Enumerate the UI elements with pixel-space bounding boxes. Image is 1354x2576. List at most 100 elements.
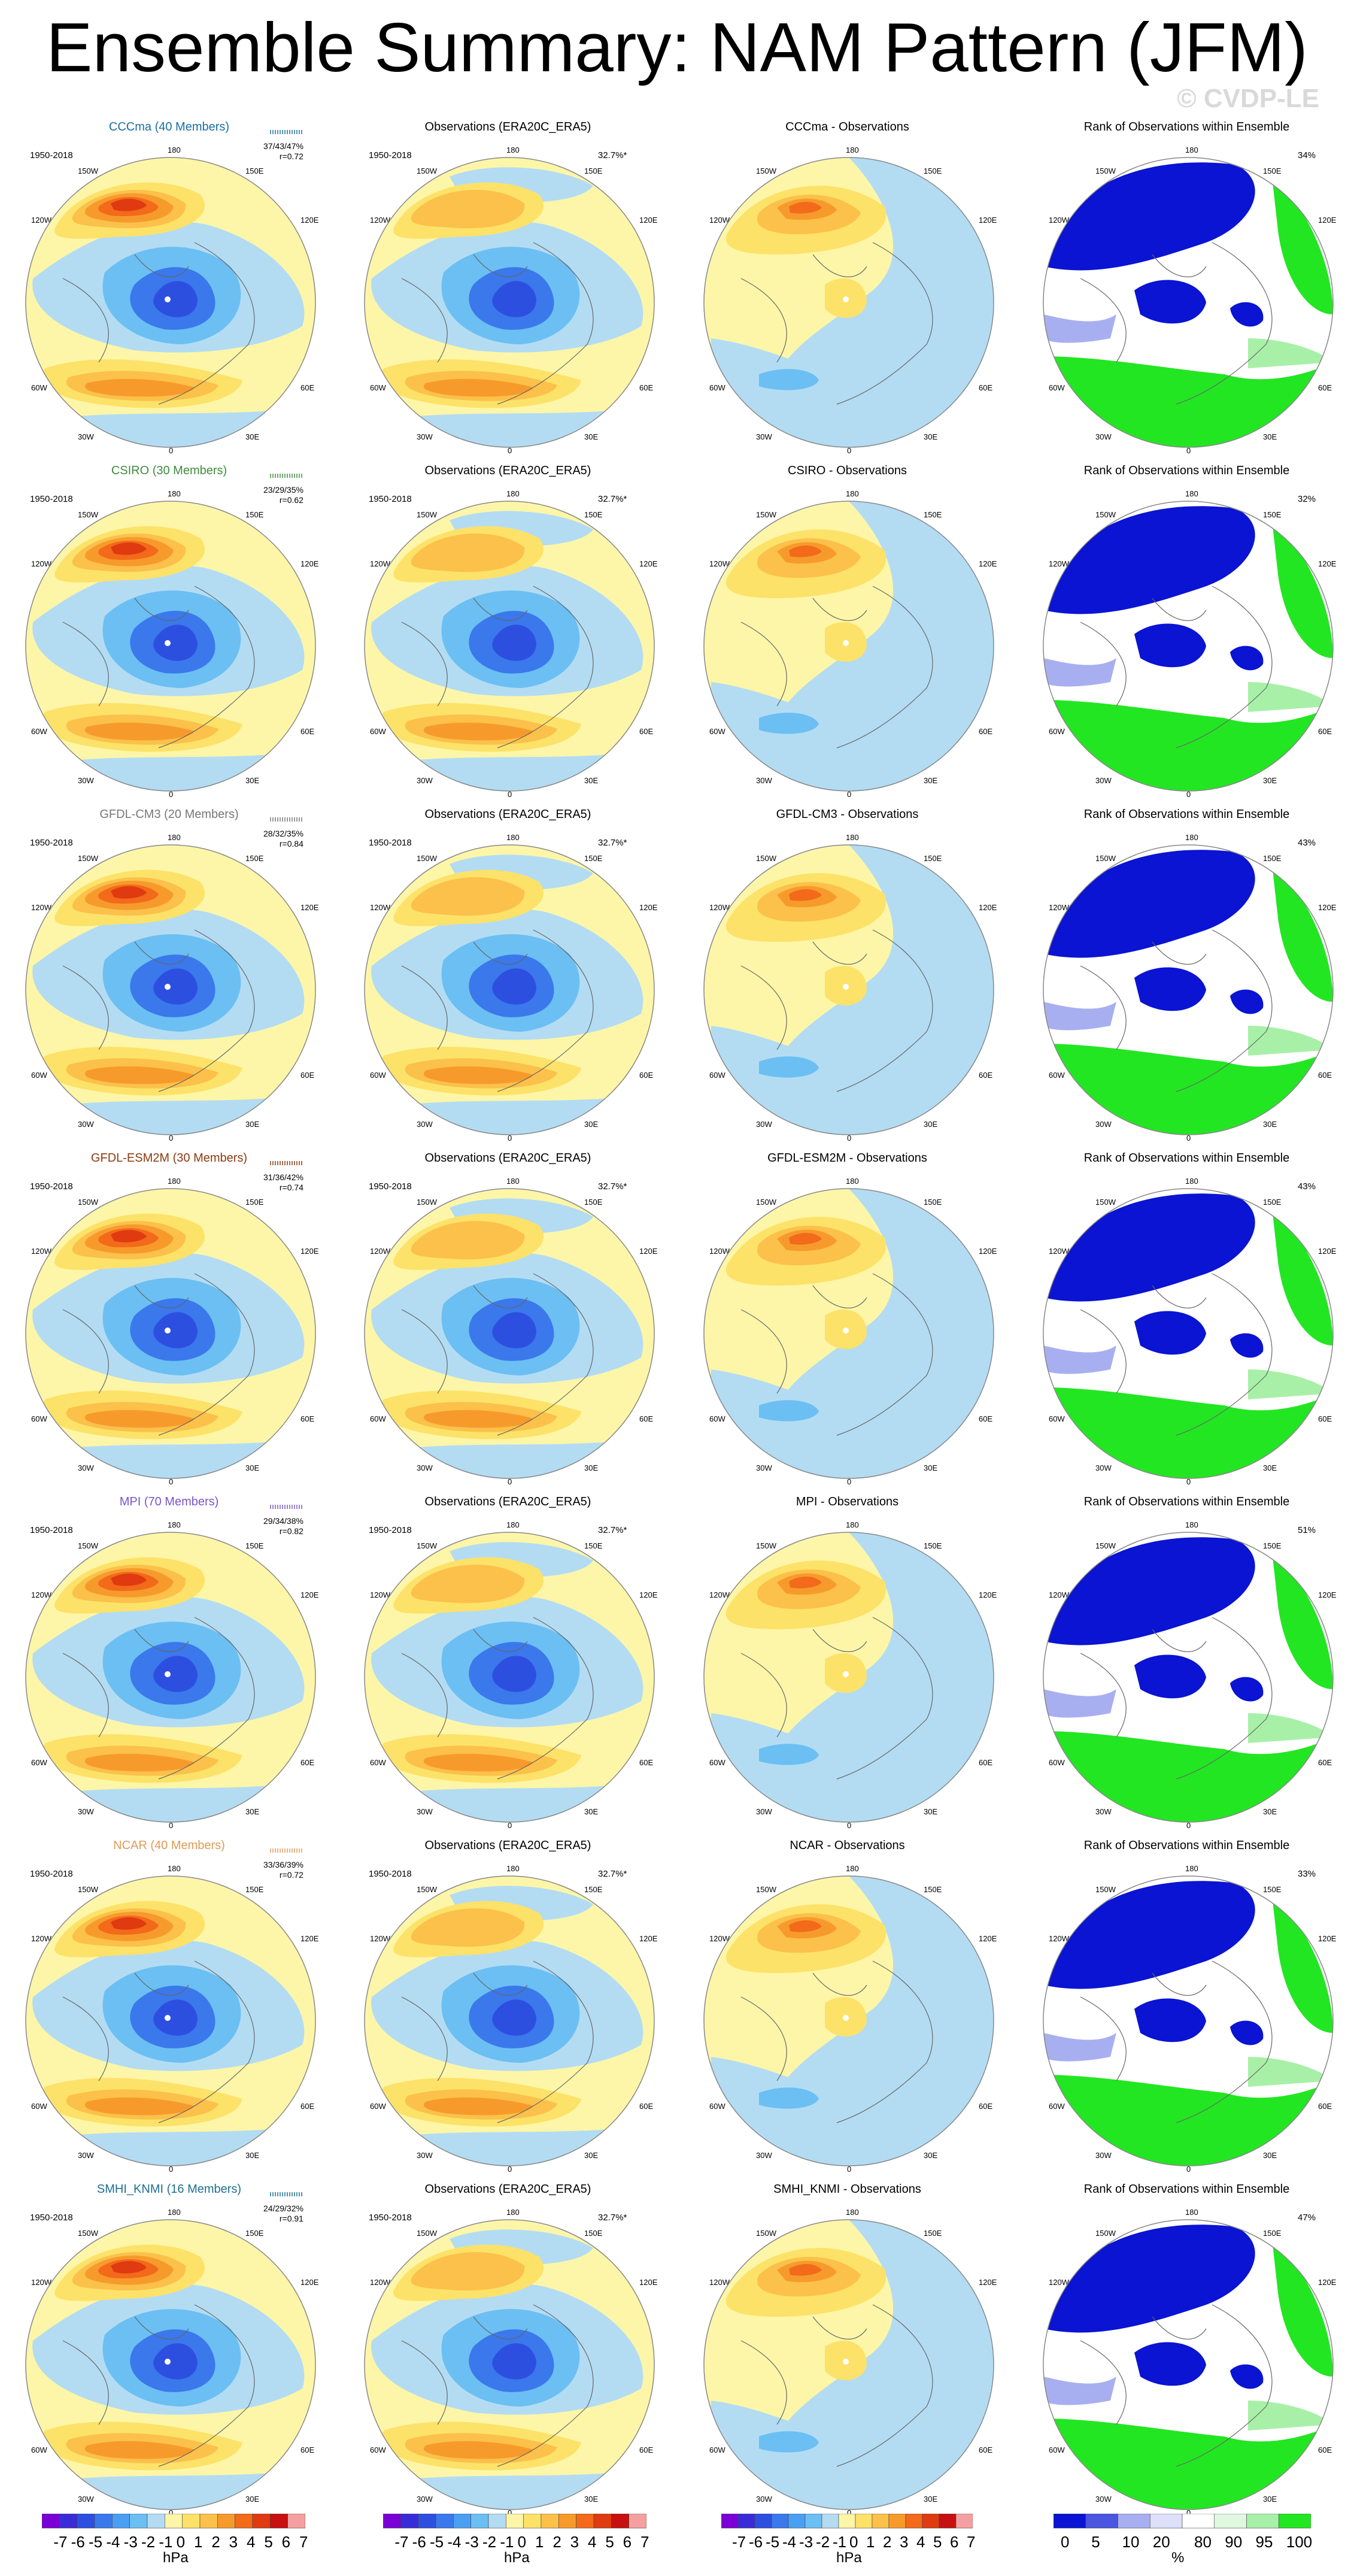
longitude-label: 30E bbox=[1263, 2495, 1277, 2504]
ensemble-spread: 23/29/35% r=0.62 bbox=[263, 485, 303, 505]
longitude-label: 120W bbox=[370, 2278, 390, 2287]
coastline bbox=[740, 929, 933, 1092]
negative-anomaly bbox=[51, 1098, 278, 1135]
period-label: 1950-2018 bbox=[369, 2213, 412, 2223]
colorbar-swatch bbox=[855, 2514, 873, 2529]
coastline bbox=[740, 2304, 933, 2467]
longitude-label: 0 bbox=[169, 2165, 174, 2174]
longitude-label: 60W bbox=[709, 2445, 725, 2454]
map-border bbox=[1043, 1875, 1334, 2166]
longitude-label: 120W bbox=[709, 1934, 730, 1943]
colorbar-tick-label: -5 bbox=[89, 2533, 103, 2551]
longitude-label: 30E bbox=[245, 2495, 260, 2504]
longitude-label: 0 bbox=[847, 2165, 852, 2174]
negative-anomaly bbox=[51, 1441, 278, 1478]
rank-high bbox=[1248, 2057, 1333, 2087]
map-border bbox=[25, 844, 316, 1135]
negative-anomaly bbox=[153, 968, 198, 1005]
positive-anomaly bbox=[411, 1221, 525, 1260]
longitude-label: 120E bbox=[979, 1247, 997, 1256]
pole-marker bbox=[843, 1328, 849, 1334]
map-panel: GFDL-ESM2M - Observations 180 150W 150E 120W… bbox=[678, 1151, 1016, 1495]
rank-low bbox=[1134, 967, 1206, 1011]
colorbar-swatch bbox=[287, 2514, 305, 2529]
longitude-label: 0 bbox=[169, 446, 174, 455]
rank-mid bbox=[1043, 2377, 1116, 2405]
longitude-label: 120E bbox=[1318, 559, 1337, 568]
longitude-label: 150E bbox=[924, 1198, 942, 1207]
longitude-label: 120W bbox=[370, 903, 390, 912]
longitude-label: 120E bbox=[1318, 1590, 1337, 1599]
longitude-label: 30W bbox=[78, 1463, 94, 1472]
longitude-label: 0 bbox=[1186, 1477, 1191, 1486]
longitude-label: 120E bbox=[979, 216, 997, 225]
longitude-label: 150E bbox=[924, 854, 942, 863]
colorbar-tick-label: 2 bbox=[552, 2533, 561, 2551]
rank-low bbox=[1134, 280, 1206, 324]
colorbar-swatch bbox=[94, 2514, 113, 2529]
panel-title: Observations (ERA20C_ERA5) bbox=[424, 1151, 591, 1165]
positive-anomaly bbox=[789, 1576, 822, 1589]
panel-title: Rank of Observations within Ensemble bbox=[1083, 2183, 1290, 2196]
longitude-label: 60W bbox=[31, 2445, 47, 2454]
colorbar-swatch bbox=[804, 2514, 822, 2529]
longitude-label: 120W bbox=[709, 903, 730, 912]
positive-anomaly bbox=[789, 545, 822, 557]
longitude-label: 150W bbox=[78, 2229, 98, 2238]
colorbar-tick-label: -2 bbox=[482, 2533, 497, 2551]
longitude-label: 60W bbox=[31, 727, 47, 736]
colorbar-swatch bbox=[488, 2514, 506, 2529]
polar-map bbox=[1043, 157, 1334, 448]
spread-whisker-icon bbox=[270, 474, 302, 478]
polar-map bbox=[364, 1875, 655, 2166]
colorbar-swatch bbox=[165, 2514, 183, 2529]
longitude-label: 30E bbox=[1263, 432, 1277, 441]
rank-low bbox=[1134, 2342, 1206, 2386]
longitude-label: 180 bbox=[1185, 2208, 1198, 2217]
longitude-label: 120W bbox=[709, 2278, 730, 2287]
longitude-label: 60W bbox=[31, 2102, 47, 2111]
longitude-label: 150E bbox=[1263, 166, 1282, 175]
longitude-label: 180 bbox=[846, 1177, 859, 1186]
coastline bbox=[401, 2304, 594, 2467]
longitude-label: 60W bbox=[1049, 2445, 1065, 2454]
ensemble-spread: 31/36/42% r=0.74 bbox=[263, 1172, 303, 1192]
longitude-label: 30E bbox=[1263, 1807, 1277, 1816]
positive-anomaly bbox=[84, 722, 195, 741]
coastline bbox=[740, 1273, 933, 1436]
colorbar-tick-label: -4 bbox=[782, 2533, 797, 2551]
longitude-label: 150W bbox=[1095, 1885, 1116, 1894]
longitude-label: 150W bbox=[756, 1198, 776, 1207]
period-label: 1950-2018 bbox=[369, 494, 412, 504]
longitude-label: 120W bbox=[709, 216, 730, 225]
polar-map bbox=[703, 1875, 994, 2166]
longitude-label: 180 bbox=[1185, 1520, 1198, 1529]
positive-anomaly bbox=[111, 2261, 147, 2274]
map-panel: NCAR (40 Members) 1950-2018 33/36/39% r=0.7… bbox=[0, 1838, 338, 2182]
longitude-label: 30W bbox=[78, 432, 94, 441]
map-border bbox=[25, 1532, 316, 1823]
colorbar-tick-label: -4 bbox=[106, 2533, 120, 2551]
colorbar-tick-label: 10 bbox=[1122, 2533, 1140, 2551]
longitude-label: 180 bbox=[846, 146, 859, 154]
colorbar-unit: hPa bbox=[504, 2550, 530, 2566]
rank-low bbox=[1230, 2364, 1264, 2389]
longitude-label: 60E bbox=[300, 383, 315, 392]
longitude-label: 120W bbox=[709, 1247, 730, 1256]
polar-map bbox=[1043, 501, 1334, 792]
negative-anomaly bbox=[492, 1312, 536, 1348]
longitude-label: 150E bbox=[245, 510, 264, 519]
longitude-label: 0 bbox=[169, 1821, 174, 1830]
longitude-label: 30W bbox=[417, 2151, 433, 2160]
rank-low bbox=[1230, 2020, 1264, 2045]
colorbar-swatch bbox=[217, 2514, 235, 2529]
panel-title: Observations (ERA20C_ERA5) bbox=[424, 808, 591, 821]
longitude-label: 60W bbox=[370, 383, 386, 392]
colorbar-tick-label: 6 bbox=[623, 2533, 632, 2551]
positive-anomaly bbox=[411, 190, 525, 229]
map-border bbox=[364, 1875, 655, 2166]
longitude-label: 150E bbox=[245, 1198, 264, 1207]
longitude-label: 120E bbox=[300, 1934, 319, 1943]
longitude-label: 30E bbox=[924, 432, 938, 441]
colorbar-swatch bbox=[754, 2514, 772, 2529]
